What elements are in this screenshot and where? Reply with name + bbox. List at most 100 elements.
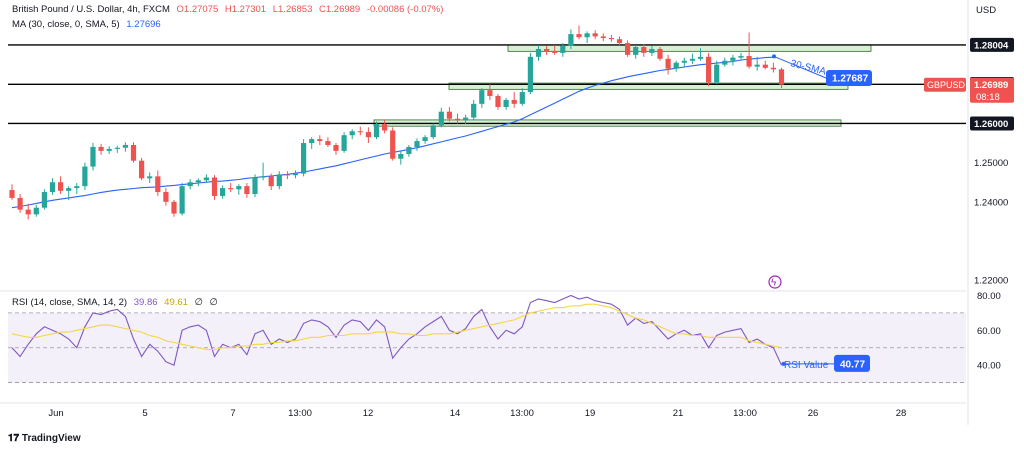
candle-body: [519, 92, 525, 104]
candle-body: [714, 64, 720, 83]
candle-body: [179, 186, 185, 214]
brand-text: TradingView: [21, 433, 81, 444]
candle-body: [454, 118, 461, 121]
price-tag: [970, 77, 1014, 103]
candle-body: [673, 62, 679, 69]
candle-body: [276, 174, 282, 187]
candle-body: [268, 176, 274, 187]
candle-body: [487, 90, 493, 97]
candle-body: [511, 99, 517, 104]
candle-body: [301, 143, 307, 174]
candle-body: [25, 209, 31, 215]
candle-body: [155, 176, 161, 193]
symbol-tag: [924, 77, 966, 92]
rsi-tick-label: 40.00: [977, 361, 1001, 372]
time-tick-label: 12: [363, 408, 374, 419]
rsi-tick-label: 60.00: [977, 326, 1001, 337]
candle-body: [130, 145, 137, 161]
rsi-value-text: 40.77: [840, 359, 865, 370]
price-tick-label: 1.24000: [974, 197, 1008, 208]
countdown-text: 08:18: [976, 92, 1000, 103]
time-tick-label: 13:00: [733, 408, 757, 419]
candle-body: [341, 135, 347, 151]
candle-body: [706, 56, 712, 83]
candle-body: [163, 192, 169, 202]
candle-body: [584, 33, 590, 38]
candle-body: [414, 141, 420, 147]
candle-body: [430, 125, 436, 138]
candle-body: [357, 131, 363, 133]
time-tick-label: 26: [808, 408, 819, 419]
candle-body: [535, 48, 542, 57]
candle-body: [9, 190, 15, 198]
candle-body: [722, 60, 728, 65]
candle-body: [770, 67, 776, 70]
candle-body: [58, 182, 64, 191]
rsi-line: [11, 294, 782, 366]
candle-body: [66, 188, 72, 191]
candle-body: [592, 33, 598, 37]
high-value: H1.27301: [224, 4, 267, 15]
tradingview-logo-icon: 𝟏𝟕: [8, 433, 20, 444]
symbol-tag-text: GBPUSD: [927, 80, 966, 90]
rsi-empty-1: ∅: [194, 297, 203, 308]
candle-body: [147, 176, 153, 179]
candle-body: [746, 56, 752, 67]
sma-annotation-label: 30-SMA: [789, 58, 827, 77]
candle-body: [260, 176, 266, 178]
ma-title: MA (30, close, 0, SMA, 5): [12, 19, 120, 30]
candle-body: [406, 146, 412, 155]
candle-body: [122, 145, 128, 148]
rsi-ma-value: 49.61: [164, 297, 188, 308]
candle-body: [228, 188, 234, 190]
time-tick-label: 7: [230, 408, 235, 419]
lightning-icon[interactable]: [768, 275, 782, 289]
candle-body: [738, 56, 744, 58]
rsi-annotation-label: RSI Value: [784, 360, 829, 371]
candle-body: [446, 111, 452, 119]
candle-body: [252, 177, 258, 194]
candle-body: [41, 192, 47, 208]
candle-body: [292, 173, 299, 176]
candle-body: [633, 47, 639, 55]
candle-body: [527, 56, 533, 93]
candle-body: [333, 145, 339, 151]
level-tag: [970, 37, 1014, 52]
time-tick-label: Jun: [48, 408, 63, 419]
candle-body: [479, 90, 485, 104]
candle-body: [317, 139, 323, 142]
candle-body: [390, 130, 396, 159]
candle-body: [608, 38, 614, 40]
candle-body: [139, 160, 145, 179]
price-tick-label: 1.25000: [974, 158, 1008, 169]
ma-value: 1.27696: [126, 19, 161, 30]
candle-body: [762, 64, 768, 68]
rsi-legend: RSI (14, close, SMA, 14, 2) 39.86 49.61 …: [12, 297, 222, 308]
candle-body: [236, 186, 242, 190]
candle-body: [49, 182, 56, 193]
candle-body: [309, 139, 315, 144]
candle-body: [398, 154, 404, 159]
candle-body: [754, 64, 760, 67]
candle-body: [33, 207, 39, 215]
level-tag: [970, 116, 1014, 131]
time-tick-label: 19: [585, 408, 596, 419]
level-tag-text: 1.28004: [974, 40, 1009, 51]
sma-value-box: [826, 70, 872, 86]
candle-body: [98, 146, 104, 151]
candle-body: [503, 99, 509, 107]
currency-label: USD: [976, 5, 997, 16]
candle-body: [649, 48, 655, 53]
time-tick-label: 14: [450, 408, 461, 419]
ma-legend: MA (30, close, 0, SMA, 5) 1.27696: [12, 19, 165, 30]
candle-body: [382, 124, 388, 131]
candle-body: [641, 47, 647, 53]
rsi-value: 39.86: [133, 297, 158, 308]
candle-body: [600, 36, 606, 39]
candle-body: [349, 131, 355, 136]
candle-body: [325, 141, 331, 145]
candle-body: [195, 180, 201, 183]
candle-body: [681, 60, 687, 63]
price-tick-label: 1.22000: [974, 276, 1008, 287]
